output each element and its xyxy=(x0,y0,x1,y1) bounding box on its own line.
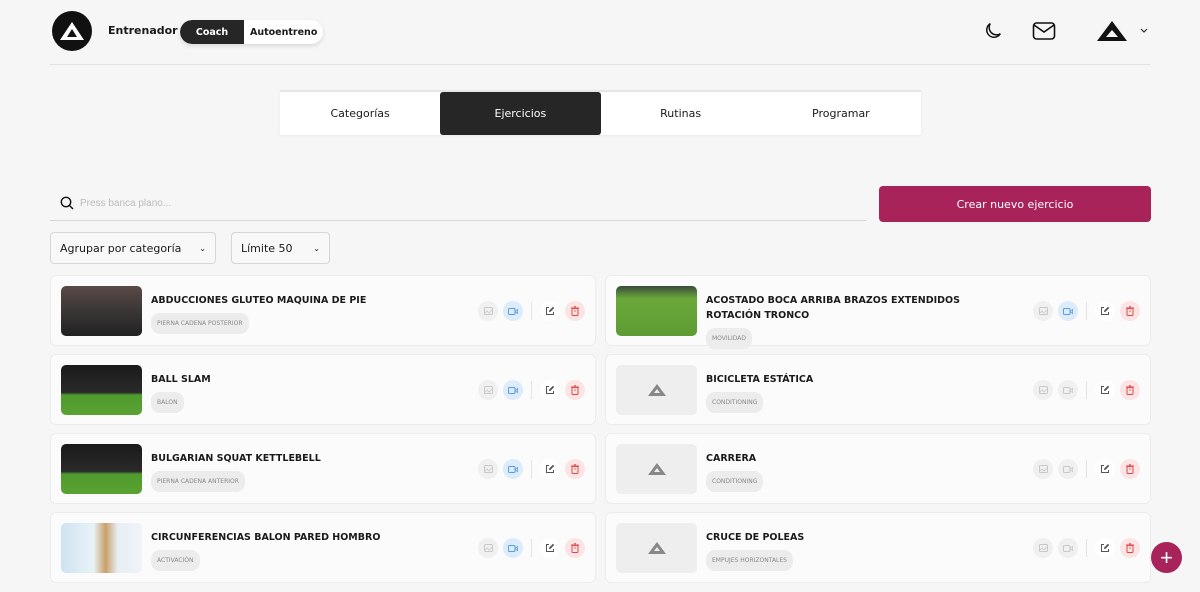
top-header: Entrenador Coach Autoentreno xyxy=(50,0,1150,65)
image-icon[interactable] xyxy=(1033,459,1053,479)
divider xyxy=(1086,302,1087,320)
divider xyxy=(531,460,532,478)
video-icon[interactable] xyxy=(503,538,523,558)
delete-trash-icon[interactable] xyxy=(1120,380,1140,400)
edit-icon[interactable] xyxy=(540,301,560,321)
image-icon[interactable] xyxy=(478,538,498,558)
image-icon[interactable] xyxy=(1033,301,1053,321)
edit-icon[interactable] xyxy=(540,538,560,558)
dark-mode-moon-icon[interactable] xyxy=(982,20,1004,42)
video-icon[interactable] xyxy=(503,380,523,400)
image-icon[interactable] xyxy=(478,459,498,479)
tab-categorias[interactable]: Categorías xyxy=(330,107,390,120)
chevron-down-icon[interactable] xyxy=(1140,28,1148,34)
exercise-name: BALL SLAM xyxy=(151,374,211,385)
role-label: Entrenador xyxy=(108,24,178,37)
video-icon[interactable] xyxy=(1058,301,1078,321)
divider xyxy=(531,381,532,399)
delete-trash-icon[interactable] xyxy=(565,538,585,558)
exercise-name: CRUCE DE POLEAS xyxy=(706,532,805,543)
video-icon[interactable] xyxy=(503,301,523,321)
exercise-thumbnail xyxy=(616,286,697,336)
exercise-thumbnail xyxy=(61,286,142,336)
exercise-thumbnail xyxy=(61,444,142,494)
divider xyxy=(1086,539,1087,557)
search-icon xyxy=(60,196,74,210)
image-icon[interactable] xyxy=(478,301,498,321)
video-icon[interactable] xyxy=(1058,459,1078,479)
delete-trash-icon[interactable] xyxy=(1120,459,1140,479)
chevron-down-icon: ⌄ xyxy=(199,243,206,253)
tab-ejercicios[interactable]: Ejercicios xyxy=(440,92,601,135)
mode-toggle[interactable]: Coach Autoentreno xyxy=(180,20,324,44)
group-by-value: Agrupar por categoría xyxy=(60,241,182,255)
delete-trash-icon[interactable] xyxy=(1120,301,1140,321)
limit-value: Límite 50 xyxy=(241,241,293,255)
category-tag: CONDITIONING xyxy=(706,392,764,413)
edit-icon[interactable] xyxy=(540,380,560,400)
category-tag: PIERNA CADENA ANTERIOR xyxy=(151,471,245,492)
edit-icon[interactable] xyxy=(1095,380,1115,400)
category-tag: MOVILIDAD xyxy=(706,328,753,349)
mail-icon[interactable] xyxy=(1032,20,1056,42)
exercise-card[interactable]: ABDUCCIONES GLUTEO MAQUINA DE PIE PIERNA … xyxy=(50,275,596,346)
chevron-down-icon: ⌄ xyxy=(313,243,320,253)
add-fab-button[interactable]: + xyxy=(1151,542,1182,573)
exercise-card[interactable]: BULGARIAN SQUAT KETTLEBELL PIERNA CADENA … xyxy=(50,433,596,504)
exercise-card[interactable]: CRUCE DE POLEAS EMPUJES HORIZONTALES xyxy=(605,512,1151,583)
delete-trash-icon[interactable] xyxy=(565,301,585,321)
create-exercise-button[interactable]: Crear nuevo ejercicio xyxy=(879,186,1151,222)
category-tag: ACTIVACIÓN xyxy=(151,550,200,571)
category-tag: BALON xyxy=(151,392,184,413)
divider xyxy=(1086,381,1087,399)
mode-autoentreno[interactable]: Autoentreno xyxy=(250,26,318,38)
exercise-name: CARRERA xyxy=(706,453,757,464)
exercise-card[interactable]: CARRERA CONDITIONING xyxy=(605,433,1151,504)
placeholder-logo-icon xyxy=(616,523,697,573)
tab-rutinas[interactable]: Rutinas xyxy=(660,107,702,120)
exercise-name: ACOSTADO BOCA ARRIBA BRAZOS EXTENDIDOS R… xyxy=(706,295,960,321)
edit-icon[interactable] xyxy=(1095,459,1115,479)
delete-trash-icon[interactable] xyxy=(565,380,585,400)
divider xyxy=(1086,460,1087,478)
category-tag: EMPUJES HORIZONTALES xyxy=(706,550,793,571)
delete-trash-icon[interactable] xyxy=(565,459,585,479)
exercise-card[interactable]: BALL SLAM BALON xyxy=(50,354,596,425)
image-icon[interactable] xyxy=(1033,380,1053,400)
search-bar xyxy=(50,186,866,221)
group-by-select[interactable]: Agrupar por categoría ⌄ xyxy=(50,232,216,264)
limit-select[interactable]: Límite 50 ⌄ xyxy=(231,232,330,264)
exercise-name: CIRCUNFERENCIAS BALON PARED HOMBRO xyxy=(151,532,381,543)
divider xyxy=(531,302,532,320)
exercise-card[interactable]: CIRCUNFERENCIAS BALON PARED HOMBRO ACTIVA… xyxy=(50,512,596,583)
video-icon[interactable] xyxy=(1058,538,1078,558)
mode-coach[interactable]: Coach xyxy=(180,20,244,44)
delete-trash-icon[interactable] xyxy=(1120,538,1140,558)
exercise-name: BICICLETA ESTÁTICA xyxy=(706,374,814,385)
category-tag: CONDITIONING xyxy=(706,471,764,492)
brand-logo[interactable] xyxy=(52,11,92,51)
category-tag: PIERNA CADENA POSTERIOR xyxy=(151,313,249,334)
search-input[interactable] xyxy=(80,197,780,209)
exercise-card[interactable]: BICICLETA ESTÁTICA CONDITIONING xyxy=(605,354,1151,425)
user-avatar-logo-icon[interactable] xyxy=(1096,20,1130,42)
video-icon[interactable] xyxy=(503,459,523,479)
tab-programar[interactable]: Programar xyxy=(812,107,870,120)
image-icon[interactable] xyxy=(1033,538,1053,558)
edit-icon[interactable] xyxy=(1095,538,1115,558)
video-icon[interactable] xyxy=(1058,380,1078,400)
edit-icon[interactable] xyxy=(540,459,560,479)
main-tabs: Categorías Ejercicios Rutinas Programar xyxy=(280,90,921,135)
image-icon[interactable] xyxy=(478,380,498,400)
exercise-name: ABDUCCIONES GLUTEO MAQUINA DE PIE xyxy=(151,295,367,306)
edit-icon[interactable] xyxy=(1095,301,1115,321)
divider xyxy=(531,539,532,557)
placeholder-logo-icon xyxy=(616,444,697,494)
exercise-name: BULGARIAN SQUAT KETTLEBELL xyxy=(151,453,321,464)
exercise-card[interactable]: ACOSTADO BOCA ARRIBA BRAZOS EXTENDIDOS R… xyxy=(605,275,1151,349)
exercise-thumbnail xyxy=(61,365,142,415)
exercise-thumbnail xyxy=(61,523,142,573)
placeholder-logo-icon xyxy=(616,365,697,415)
